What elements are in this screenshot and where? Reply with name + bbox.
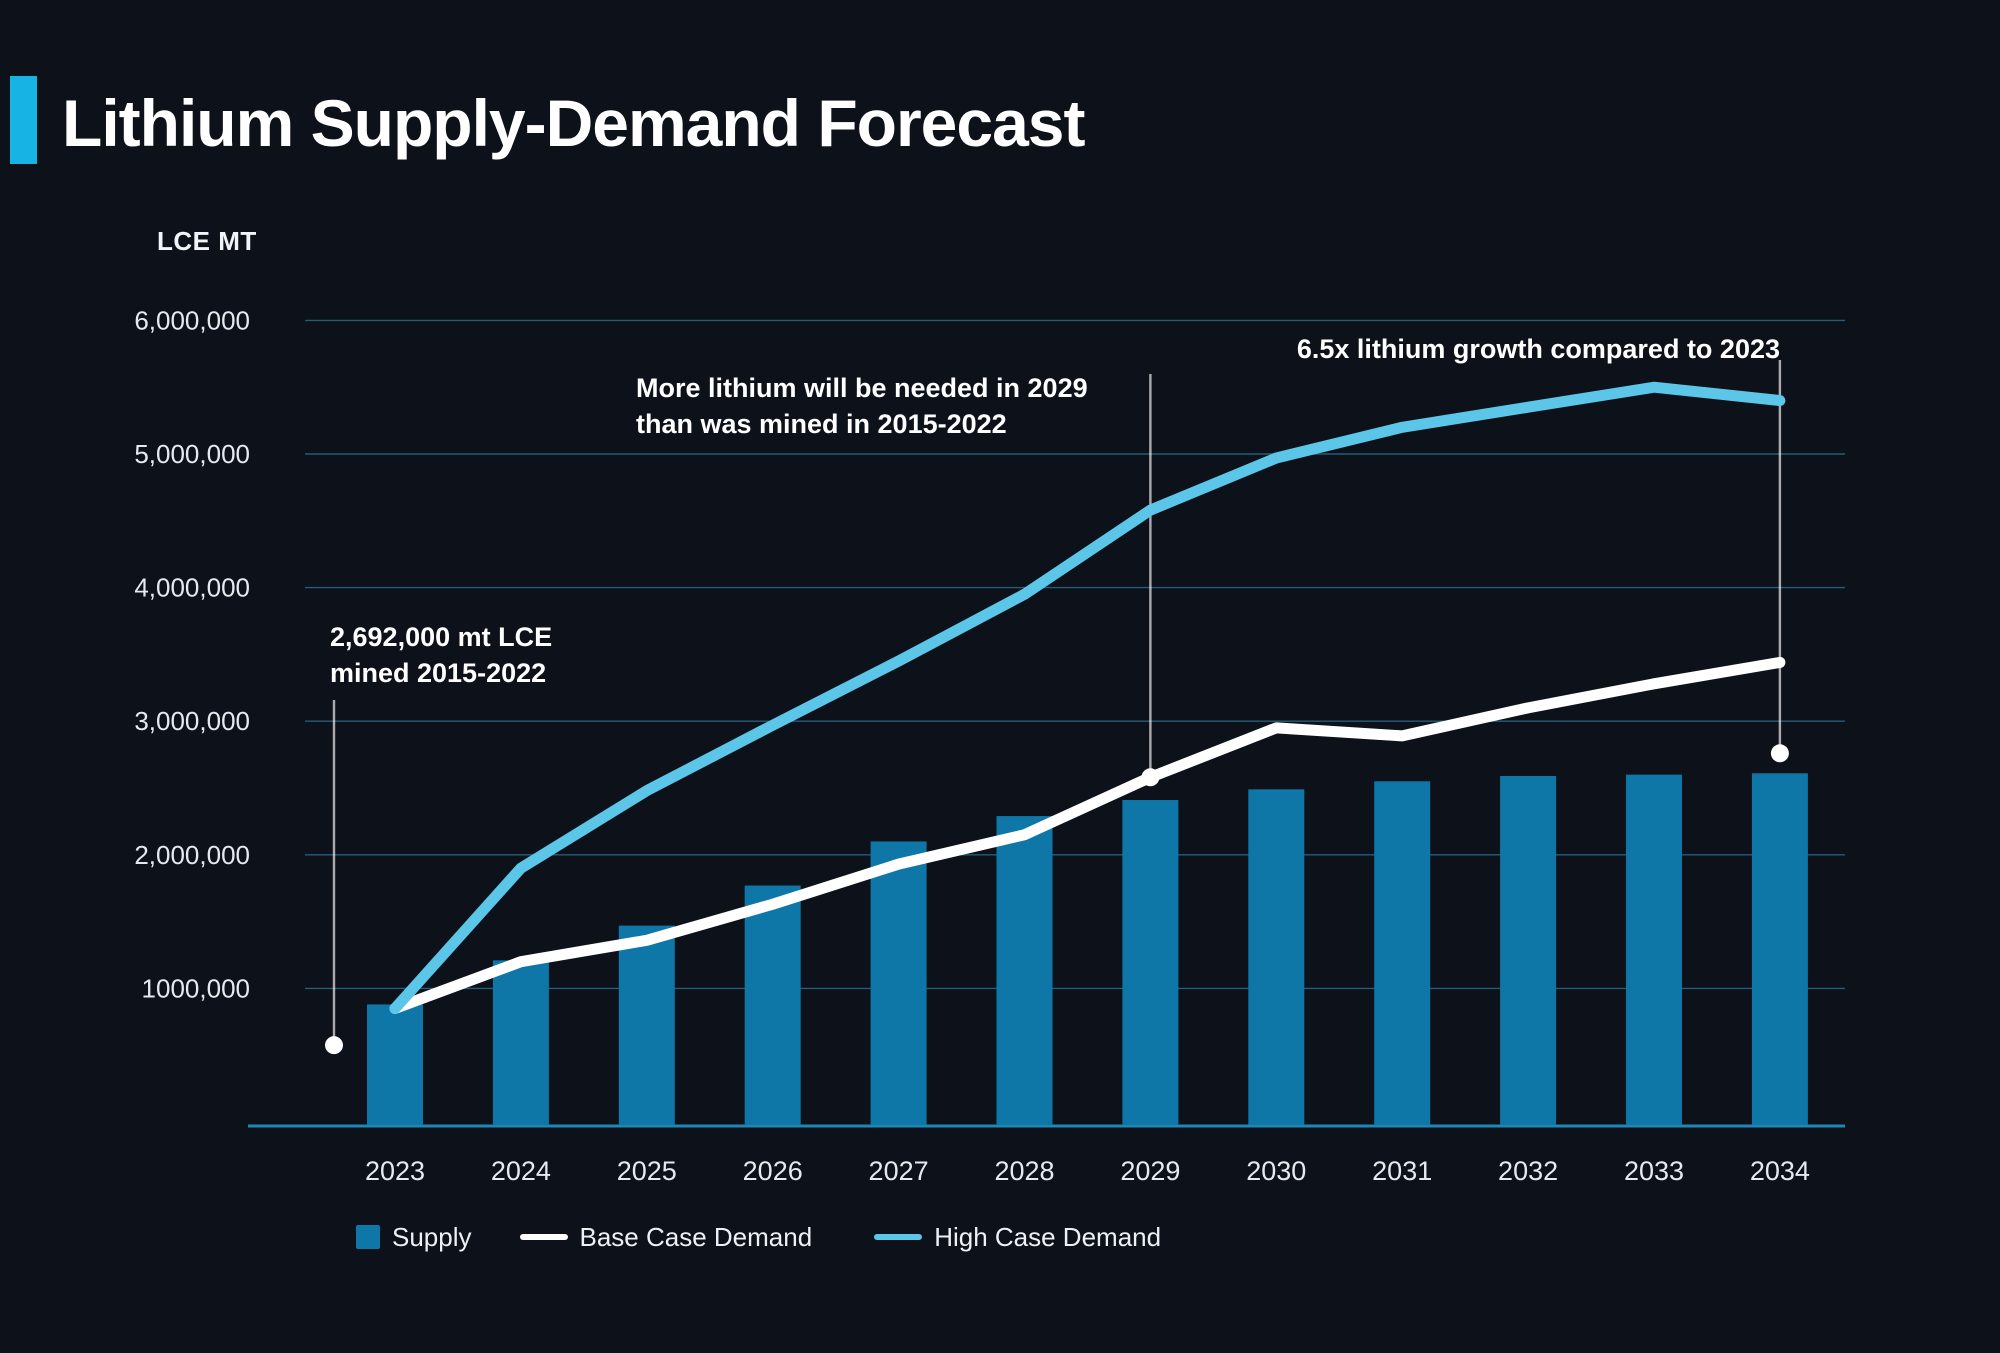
annotation-dot (325, 1036, 343, 1055)
x-tick-label: 2034 (1750, 1156, 1810, 1186)
base-case-demand-line (389, 656, 1786, 1014)
x-tick-label: 2025 (617, 1156, 677, 1186)
base-case-line-icon (519, 1234, 568, 1240)
x-tick-label: 2028 (994, 1156, 1054, 1186)
x-tick-label: 2029 (1120, 1156, 1180, 1186)
supply-bar (870, 841, 927, 1125)
supply-bar (1500, 775, 1557, 1125)
supply-bar (367, 1004, 423, 1125)
page-title: Lithium Supply-Demand Forecast (62, 86, 1085, 160)
supply-bar (1248, 789, 1305, 1125)
supply-swatch-icon (356, 1225, 380, 1249)
annotation-line-1: 6.5x lithium growth compared to 2023 (1296, 334, 1780, 364)
annotation-dot (1141, 768, 1160, 787)
x-tick-label: 2031 (1372, 1156, 1432, 1186)
y-tick-label: 3,000,000 (134, 706, 250, 736)
high-case-demand-line (389, 381, 1786, 1014)
supply-bar (618, 925, 675, 1125)
y-tick-label: 5,000,000 (134, 439, 250, 469)
annotation-2029-demand: More lithium will be needed in 2029 than… (636, 370, 1088, 442)
x-tick-label: 2032 (1498, 1156, 1558, 1186)
x-tick-label: 2023 (365, 1156, 425, 1186)
annotation-line-2: mined 2015-2022 (330, 658, 547, 688)
x-tick-label: 2027 (869, 1156, 929, 1186)
annotation-dot (1770, 744, 1789, 763)
legend-label-supply: Supply (392, 1221, 472, 1252)
y-tick-label: 2,000,000 (134, 840, 250, 870)
high-case-line-icon (874, 1234, 923, 1240)
supply-bar (1374, 781, 1431, 1125)
annotation-line-1: More lithium will be needed in 2029 (636, 373, 1088, 403)
supply-bar (1626, 774, 1682, 1125)
annotation-growth-2023: 6.5x lithium growth compared to 2023 (1297, 331, 1780, 367)
title-accent-bar (10, 76, 37, 164)
supply-bar (492, 960, 549, 1125)
x-tick-label: 2030 (1246, 1156, 1306, 1186)
x-tick-label: 2033 (1624, 1156, 1684, 1186)
legend: Supply Base Case Demand High Case Demand (356, 1210, 1161, 1264)
y-tick-label: 6,000,000 (134, 305, 250, 335)
supply-bar (996, 816, 1053, 1125)
supply-bar (1122, 800, 1179, 1125)
annotation-line-1: 2,692,000 mt LCE (330, 622, 553, 652)
annotation-mined-lce: 2,692,000 mt LCE mined 2015-2022 (330, 619, 552, 691)
legend-label-base-case: Base Case Demand (579, 1221, 813, 1252)
y-tick-label: 4,000,000 (134, 573, 250, 603)
supply-bar (744, 885, 801, 1125)
x-tick-label: 2026 (743, 1156, 803, 1186)
annotation-line-2: than was mined in 2015-2022 (636, 409, 1007, 439)
y-tick-label: 1000,000 (142, 973, 250, 1003)
legend-label-high-case: High Case Demand (934, 1221, 1162, 1252)
supply-bar (1751, 773, 1808, 1125)
x-tick-label: 2024 (491, 1156, 551, 1186)
y-axis-unit-label: LCE MT (157, 226, 257, 256)
